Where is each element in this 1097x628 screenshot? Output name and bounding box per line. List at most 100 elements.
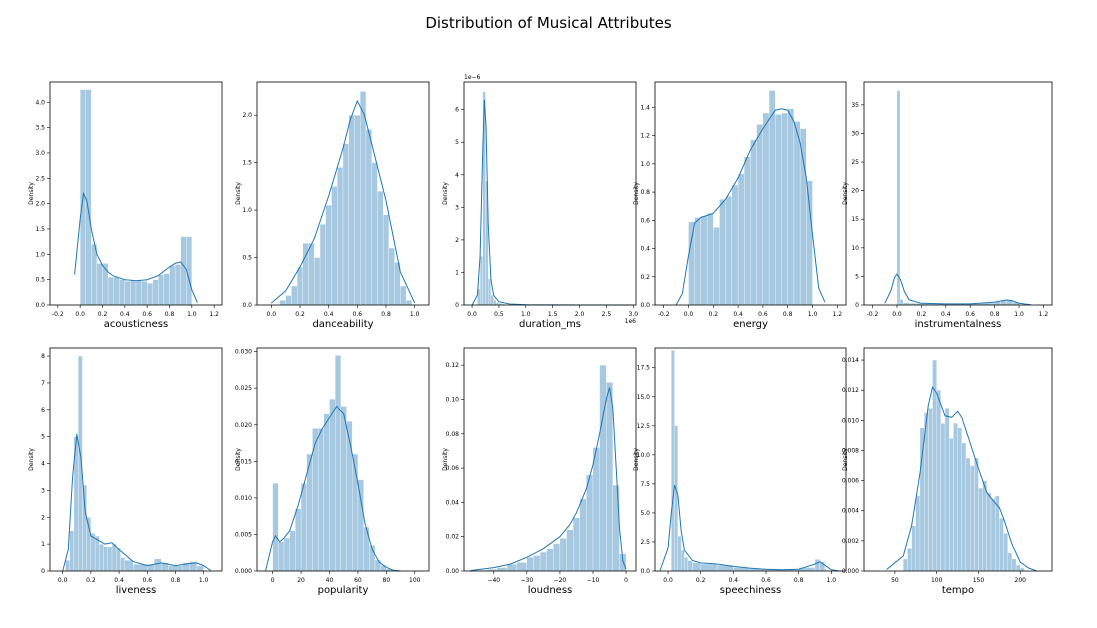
kde-curve bbox=[471, 99, 634, 306]
histogram-bar bbox=[174, 264, 181, 306]
histogram-bar bbox=[814, 559, 821, 572]
y-tick-label: 0.5 bbox=[35, 277, 45, 284]
histogram-bar bbox=[158, 274, 165, 306]
histogram-bar bbox=[781, 112, 788, 306]
x-tick-label: 0.4 bbox=[324, 311, 334, 318]
y-tick-label: 2.5 bbox=[640, 539, 650, 546]
histogram-bar bbox=[539, 551, 547, 572]
plot-frame bbox=[49, 347, 223, 572]
y-axis-label: Density bbox=[633, 182, 640, 205]
histogram-bar bbox=[323, 413, 330, 572]
histogram-bar bbox=[1020, 567, 1025, 572]
histogram-bar bbox=[90, 533, 96, 572]
histogram-bar bbox=[380, 565, 387, 572]
histogram-bar bbox=[700, 563, 718, 572]
y-tick-label: 1.2 bbox=[640, 133, 650, 140]
histogram-bar bbox=[965, 457, 971, 572]
histogram-bar bbox=[163, 273, 170, 306]
x-tick-label: 0.4 bbox=[729, 577, 739, 584]
histogram-bar bbox=[331, 186, 338, 306]
histogram-bar bbox=[283, 537, 290, 572]
plot-frame bbox=[256, 81, 430, 306]
x-tick-label: 0.4 bbox=[120, 311, 130, 318]
histogram-bar bbox=[279, 300, 286, 306]
subplot-speechiness: 0.0 0.2 0.4 0.6 0.8 1.0 0.0 2.5 5.0 7.5 10.0 12.5 15… bbox=[633, 347, 847, 596]
y-tick-label: 0.012 bbox=[842, 387, 859, 394]
x-tick-label: 0.2 bbox=[86, 577, 96, 584]
histogram-bar bbox=[592, 447, 600, 572]
y-tick-label: 0.04 bbox=[446, 499, 460, 506]
kde-curve bbox=[675, 108, 826, 306]
histogram-bar bbox=[687, 560, 693, 572]
x-tick-label: 1.2 bbox=[833, 311, 843, 318]
subplot-acousticness: -0.2 0.0 0.2 0.4 0.6 0.8 1.0 1.2 0.0 0.5 1.0 1.5 2.0… bbox=[28, 81, 223, 330]
y-tick-label: 17.5 bbox=[637, 365, 651, 372]
histogram-bar bbox=[957, 427, 962, 572]
x-tick-label: 0.0 bbox=[467, 311, 477, 318]
histogram-bar bbox=[961, 442, 967, 572]
y-tick-label: 0.006 bbox=[842, 478, 859, 485]
histogram-bar bbox=[124, 281, 131, 306]
y-tick-label: 10.0 bbox=[637, 452, 651, 459]
histogram-bar bbox=[340, 406, 347, 572]
y-axis-label: Density bbox=[842, 182, 849, 205]
y-tick-label: 5 bbox=[455, 139, 459, 146]
histogram-bar bbox=[940, 423, 946, 572]
y-tick-label: 0.000 bbox=[842, 568, 859, 575]
subplot-duration_ms: 0.0 0.5 1.0 1.5 2.0 2.5 3.0 0 1 2 3 4 5 6 duration_ms D… bbox=[442, 74, 638, 330]
y-tick-label: 2.0 bbox=[35, 201, 45, 208]
y-tick-label: 5 bbox=[855, 273, 859, 280]
histogram-bar bbox=[606, 382, 613, 572]
histogram-bar bbox=[180, 236, 187, 306]
histogram-bar bbox=[793, 121, 801, 306]
histogram-bar bbox=[949, 438, 954, 572]
x-tick-label: 0.0 bbox=[892, 311, 902, 318]
x-tick-label: 0.8 bbox=[794, 577, 804, 584]
x-tick-label: 2.5 bbox=[602, 311, 612, 318]
x-tick-label: 100 bbox=[409, 577, 421, 584]
x-tick-label: 1.0 bbox=[199, 577, 209, 584]
histogram-bar bbox=[300, 483, 307, 572]
histogram-bar bbox=[903, 558, 908, 572]
histogram-bar bbox=[799, 128, 807, 306]
y-tick-label: 1.0 bbox=[242, 207, 252, 214]
histogram-bar bbox=[285, 295, 292, 306]
y-tick-label: 0.0 bbox=[242, 302, 252, 309]
x-tick-label: 2.0 bbox=[575, 311, 585, 318]
x-tick-label: 1.0 bbox=[808, 311, 818, 318]
histogram-bar bbox=[974, 457, 979, 572]
histogram-bar bbox=[113, 276, 120, 306]
y-tick-label: 1 bbox=[455, 269, 459, 276]
y-tick-label: 0.12 bbox=[446, 362, 460, 369]
histogram-bars bbox=[903, 359, 1025, 572]
y-tick-label: 2.0 bbox=[242, 112, 252, 119]
x-tick-label: 0.4 bbox=[733, 311, 743, 318]
y-axis-label: Density bbox=[442, 448, 449, 471]
x-tick-label: 0.8 bbox=[171, 577, 181, 584]
kde-curve bbox=[265, 405, 401, 572]
y-tick-label: 1 bbox=[41, 541, 45, 548]
histogram-bar bbox=[506, 563, 518, 572]
histogram-bar bbox=[586, 474, 594, 572]
histogram-bar bbox=[107, 546, 113, 572]
histogram-bar bbox=[671, 350, 675, 572]
x-tick-label: 50 bbox=[891, 577, 899, 584]
histogram-bar bbox=[346, 420, 353, 572]
histogram-bar bbox=[400, 285, 407, 306]
x-tick-label: 20 bbox=[297, 577, 305, 584]
y-tick-label: 10 bbox=[851, 245, 859, 252]
histogram-bar bbox=[102, 263, 109, 306]
y-axis-label: Density bbox=[28, 182, 35, 205]
y-tick-label: 0.030 bbox=[235, 349, 252, 356]
histogram-bar bbox=[982, 480, 987, 572]
figure-title: Distribution of Musical Attributes bbox=[425, 14, 672, 32]
x-tick-label: 3.0 bbox=[629, 311, 639, 318]
kde-curve bbox=[659, 484, 840, 572]
y-tick-label: 0.00 bbox=[446, 568, 460, 575]
histogram-bar bbox=[335, 355, 342, 572]
x-tick-label: -0.2 bbox=[52, 311, 64, 318]
x-tick-label: -0.2 bbox=[867, 311, 879, 318]
y-scale-label: 1e−6 bbox=[464, 74, 481, 81]
x-tick-label: 0.2 bbox=[98, 311, 108, 318]
